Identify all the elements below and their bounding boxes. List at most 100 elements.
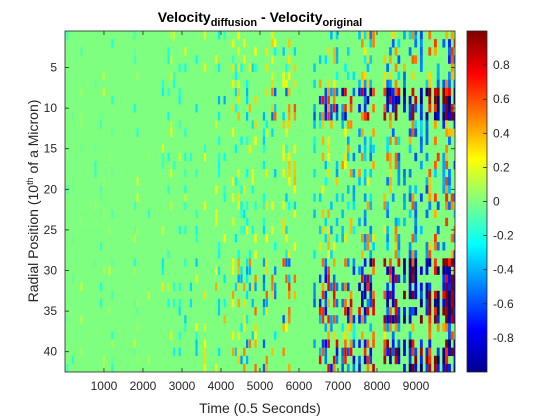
heatmap-cell <box>408 250 412 259</box>
heatmap-cell <box>217 298 221 308</box>
heatmap-cell <box>425 152 429 162</box>
heatmap-cell <box>369 347 373 357</box>
heatmap-cell <box>414 152 418 162</box>
heatmap-cell <box>450 71 454 81</box>
heatmap-cell <box>271 201 274 210</box>
y-axis-label: Radial Position (10th of a Micron) <box>25 100 41 303</box>
heatmap-cell <box>433 112 437 121</box>
colorbar-tick-label: 0 <box>493 195 500 209</box>
heatmap-cell <box>318 298 322 308</box>
heatmap-cell <box>203 347 207 357</box>
heatmap-cell <box>80 144 83 154</box>
heatmap-cell <box>383 347 387 357</box>
heatmap-cell <box>262 298 266 308</box>
heatmap-cell <box>313 63 316 72</box>
heatmap-cell <box>251 169 254 178</box>
heatmap-cell <box>408 355 412 365</box>
heatmap-cell <box>448 136 451 145</box>
heatmap-cell <box>361 128 364 137</box>
heatmap-cell <box>445 128 449 137</box>
heatmap-cell <box>448 307 451 316</box>
heatmap-cell <box>436 104 440 113</box>
heatmap-cell <box>344 258 347 267</box>
heatmap-cell <box>293 112 297 121</box>
heatmap-cell <box>262 217 266 227</box>
heatmap-cell <box>335 339 339 348</box>
heatmap-cell <box>203 152 207 162</box>
heatmap-cell <box>369 31 373 40</box>
heatmap-cell <box>332 363 336 372</box>
heatmap-cell <box>285 225 288 235</box>
heatmap-cell <box>369 250 373 259</box>
heatmap-cell <box>335 282 339 292</box>
heatmap-cell <box>403 307 406 316</box>
y-tick-label: 30 <box>44 264 58 278</box>
heatmap-cell <box>383 355 387 365</box>
heatmap-cell <box>321 95 325 105</box>
heatmap-cell <box>445 307 449 316</box>
heatmap-cell <box>411 31 415 40</box>
x-tick-label: 1000 <box>91 379 118 393</box>
heatmap-cell <box>433 266 437 275</box>
heatmap-cell <box>335 355 339 365</box>
heatmap-cell <box>94 160 97 170</box>
heatmap-cell <box>240 225 243 235</box>
heatmap-cell <box>419 87 423 97</box>
heatmap-cell <box>240 201 243 210</box>
heatmap-cell <box>111 209 114 219</box>
heatmap-cell <box>251 177 254 186</box>
heatmap-cell <box>161 258 164 267</box>
heatmap-cell <box>394 112 398 121</box>
heatmap-cell <box>453 95 455 105</box>
y-tick-label: 35 <box>44 304 58 318</box>
heatmap-cell <box>349 339 353 348</box>
heatmap-cell <box>293 160 297 170</box>
heatmap-cell <box>358 266 361 275</box>
heatmap-cell <box>366 55 370 64</box>
heatmap-cell <box>217 112 221 121</box>
heatmap-cell <box>453 55 455 64</box>
heatmap-cell <box>282 152 285 162</box>
heatmap-cell <box>397 177 401 186</box>
heatmap-cell <box>318 193 322 202</box>
heatmap-cell <box>450 274 454 283</box>
heatmap-cell <box>346 144 350 154</box>
heatmap-cell <box>394 250 398 259</box>
heatmap-cell <box>335 233 339 243</box>
heatmap-cell <box>327 95 330 105</box>
heatmap-cell <box>327 298 330 308</box>
heatmap-cell <box>265 169 268 178</box>
heatmap-cell <box>428 331 432 340</box>
heatmap-cell <box>436 363 440 372</box>
heatmap-cell <box>243 185 246 194</box>
heatmap-cell <box>433 290 437 300</box>
heatmap-cell <box>254 323 257 332</box>
heatmap-cell <box>293 79 297 89</box>
heatmap-cell <box>330 31 333 40</box>
heatmap-cell <box>243 347 246 357</box>
heatmap-cell <box>366 177 370 186</box>
heatmap-cell <box>237 266 240 275</box>
heatmap-cell <box>445 79 449 89</box>
heatmap-cell <box>442 169 446 178</box>
heatmap-cell <box>419 112 423 121</box>
heatmap-cell <box>450 298 454 308</box>
heatmap-cell <box>195 104 198 113</box>
heatmap-cell <box>335 177 339 186</box>
heatmap-cell <box>327 225 330 235</box>
heatmap-cell <box>100 242 103 251</box>
heatmap-cell <box>245 339 249 348</box>
heatmap-cell <box>349 169 353 178</box>
heatmap-cell <box>195 258 198 267</box>
heatmap-cell <box>262 225 266 235</box>
heatmap-cell <box>285 128 288 137</box>
heatmap-cell <box>352 71 356 81</box>
heatmap-cell <box>428 47 432 56</box>
heatmap-cell <box>346 347 350 357</box>
heatmap-cell <box>372 39 375 48</box>
heatmap-cell <box>324 177 328 186</box>
heatmap-cell <box>243 55 246 64</box>
heatmap-cell <box>428 363 432 372</box>
heatmap-cell <box>366 298 370 308</box>
heatmap-cell <box>361 290 364 300</box>
